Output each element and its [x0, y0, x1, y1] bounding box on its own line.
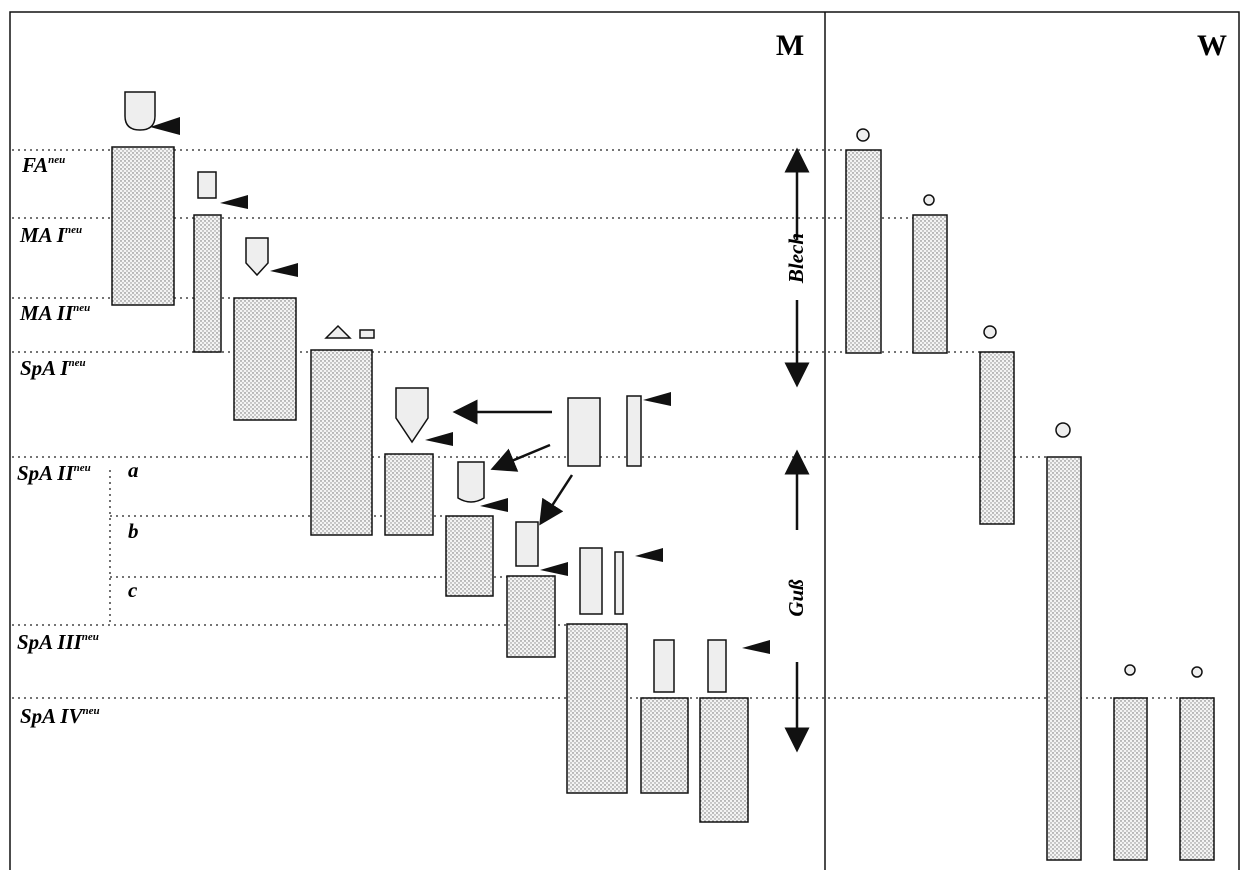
- phase-label: SpA Ineu: [20, 356, 86, 380]
- header-right: W: [1197, 29, 1227, 62]
- frame: [9, 11, 1240, 870]
- phase-lines: [12, 149, 1214, 699]
- subphase-label: c: [128, 578, 138, 602]
- phase-labels: FAneu MA Ineu MA IIneu SpA Ineu SpA IIne…: [17, 153, 139, 728]
- arrow-label: Blech: [784, 233, 808, 284]
- arrow-label: Guß: [784, 579, 808, 617]
- phase-label: SpA IIIneu: [17, 630, 99, 654]
- subphase-label: b: [128, 519, 139, 543]
- subphase-label: a: [128, 458, 139, 482]
- artifact-icons: [124, 91, 1203, 693]
- w-bars: [845, 149, 1215, 861]
- phase-label: MA Ineu: [19, 223, 82, 247]
- phase-label: SpA IVneu: [20, 704, 100, 728]
- phase-label: SpA IIneu: [17, 461, 91, 485]
- phase-label: MA IIneu: [19, 301, 90, 325]
- m-bars: [111, 146, 749, 823]
- phase-label: FAneu: [21, 153, 65, 177]
- header-left: M: [776, 29, 804, 62]
